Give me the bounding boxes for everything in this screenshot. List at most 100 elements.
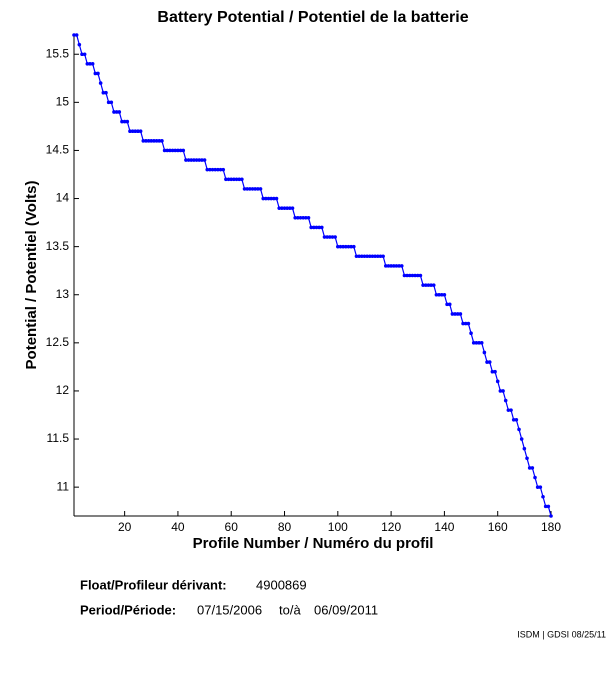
- data-point: [328, 235, 332, 239]
- data-point: [173, 148, 178, 153]
- data-point: [146, 139, 151, 143]
- x-tick-label: 60: [225, 520, 239, 534]
- data-point: [493, 369, 497, 374]
- data-point: [533, 475, 537, 480]
- data-point: [96, 71, 100, 76]
- y-tick-label: 14: [56, 191, 70, 205]
- data-point: [106, 100, 111, 105]
- data-point: [522, 446, 527, 451]
- data-point: [322, 235, 327, 239]
- period-label: Period/Période:: [80, 602, 176, 617]
- data-point: [509, 408, 513, 412]
- data-point: [120, 119, 124, 124]
- data-point: [245, 187, 250, 191]
- y-tick-label: 15.5: [46, 46, 70, 60]
- data-point: [338, 244, 343, 249]
- data-point: [301, 215, 305, 220]
- data-point: [410, 273, 415, 278]
- data-point: [229, 177, 234, 182]
- data-point: [455, 312, 460, 316]
- data-point: [189, 158, 194, 162]
- chart-title: Battery Potential / Potentiel de la batt…: [157, 9, 468, 26]
- data-point: [213, 167, 218, 172]
- data-point: [144, 139, 148, 143]
- y-axis-label: Potential / Potentiel (Volts): [23, 181, 40, 370]
- data-point: [543, 504, 548, 509]
- data-point: [359, 254, 364, 259]
- data-point: [405, 273, 409, 278]
- data-point: [290, 206, 295, 210]
- data-point: [298, 215, 303, 220]
- data-point: [101, 90, 106, 95]
- data-point: [210, 167, 215, 172]
- data-point: [162, 148, 167, 153]
- period-end: 06/09/2011: [314, 602, 378, 617]
- data-point: [98, 81, 103, 85]
- data-point: [437, 292, 441, 297]
- data-point: [165, 148, 170, 153]
- data-point: [495, 379, 500, 384]
- data-point: [240, 177, 244, 182]
- data-point: [154, 139, 159, 143]
- data-point: [269, 196, 273, 201]
- data-point: [304, 215, 308, 220]
- data-point: [93, 71, 98, 76]
- data-point: [194, 158, 199, 162]
- data-point: [344, 244, 348, 249]
- data-point: [205, 167, 210, 172]
- data-point: [527, 466, 532, 470]
- y-tick-label: 13.5: [46, 239, 70, 253]
- data-point: [282, 206, 287, 210]
- data-point: [309, 225, 313, 230]
- data-point: [538, 485, 543, 489]
- x-tick-label: 80: [278, 520, 292, 534]
- data-point: [357, 254, 361, 259]
- data-point: [296, 215, 300, 220]
- data-point: [192, 158, 196, 162]
- data-point: [407, 273, 412, 278]
- data-point: [248, 187, 252, 191]
- data-point: [312, 225, 316, 230]
- data-point: [389, 264, 393, 268]
- data-point: [216, 167, 220, 172]
- data-point: [415, 273, 420, 278]
- data-point: [74, 33, 79, 37]
- data-point: [280, 206, 284, 210]
- data-point: [381, 254, 385, 259]
- data-point: [383, 264, 388, 268]
- data-point: [72, 33, 76, 37]
- data-point: [399, 264, 404, 268]
- data-point: [549, 514, 553, 518]
- y-tick-label: 12.5: [46, 335, 70, 349]
- data-point: [373, 254, 377, 259]
- data-point: [253, 187, 258, 191]
- data-point: [112, 110, 116, 114]
- data-point: [109, 100, 114, 105]
- data-point: [218, 167, 223, 172]
- data-point: [288, 206, 292, 210]
- data-point: [362, 254, 367, 259]
- data-point: [501, 389, 505, 393]
- data-point: [439, 292, 444, 297]
- data-point: [160, 139, 164, 143]
- data-point: [386, 264, 391, 268]
- data-point: [208, 167, 212, 172]
- data-point: [117, 110, 122, 114]
- data-point: [77, 42, 82, 47]
- data-point: [168, 148, 172, 153]
- data-point: [431, 283, 436, 287]
- data-point: [434, 292, 439, 297]
- y-tick-label: 12: [56, 383, 70, 397]
- data-point: [157, 139, 162, 143]
- data-point: [136, 129, 140, 133]
- data-point: [503, 398, 508, 403]
- data-point: [402, 273, 407, 278]
- data-point: [152, 139, 156, 143]
- data-point: [264, 196, 268, 201]
- data-point: [130, 129, 135, 133]
- data-point: [149, 139, 154, 143]
- data-point: [197, 158, 202, 162]
- y-tick-label: 15: [56, 95, 70, 109]
- data-point: [232, 177, 236, 182]
